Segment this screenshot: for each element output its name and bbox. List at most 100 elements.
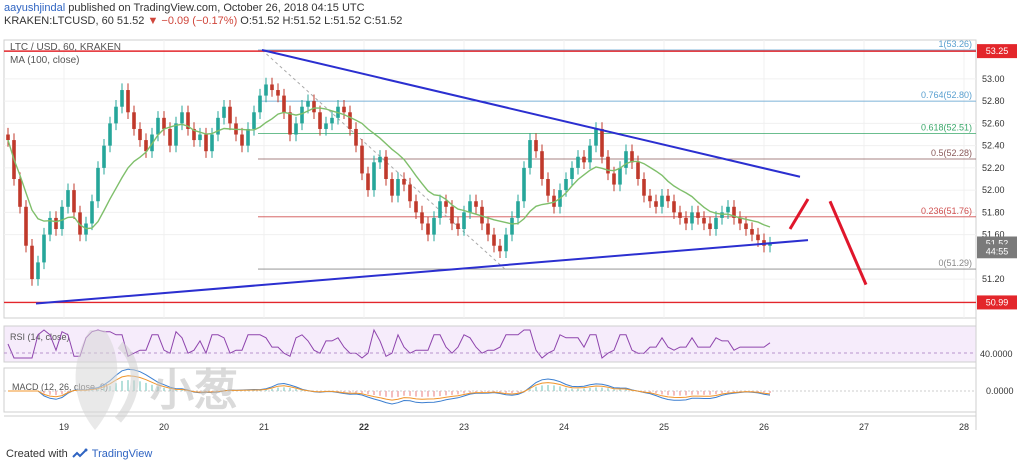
x-tick-label: 22 (359, 422, 369, 432)
candle-body (96, 167, 100, 202)
candle-body (624, 151, 628, 168)
candle-body (54, 217, 58, 230)
watermark-stroke-icon (114, 341, 139, 423)
candle-body (654, 201, 658, 207)
candle-body (36, 262, 40, 280)
fib-level-label: 0(51.29) (938, 258, 972, 268)
y-tick-label: 53.00 (982, 74, 1005, 84)
rsi-label: RSI (14, close) (10, 332, 70, 342)
x-tick-label: 28 (959, 422, 969, 432)
candle-body (348, 112, 352, 129)
candle-body (378, 156, 382, 163)
candle-body (528, 140, 532, 168)
candle-body (666, 195, 670, 202)
candle-body (90, 201, 94, 224)
moving-average-line (7, 107, 771, 230)
publish-line: aayushjindal published on TradingView.co… (4, 2, 402, 15)
ohlc-values: O:51.52 H:51.52 L:51.52 C:51.52 (237, 15, 403, 27)
candle-body (168, 128, 172, 146)
candle-body (102, 145, 106, 168)
candle-body (192, 128, 196, 141)
candle-body (510, 217, 514, 235)
candle-body (690, 212, 694, 224)
candle-body (708, 223, 712, 230)
x-tick-label: 21 (259, 422, 269, 432)
candle-body (270, 84, 274, 91)
y-tick-label: 52.80 (982, 96, 1005, 106)
candle-body (60, 206, 64, 230)
candle-body (462, 212, 466, 230)
candle-body (720, 212, 724, 218)
y-tick-label: 51.80 (982, 207, 1005, 217)
watermark-text: 小葱 (150, 366, 238, 415)
candle-body (174, 123, 178, 146)
candle-body (330, 117, 334, 124)
watermark: 小葱 (75, 330, 238, 430)
upper-trendline (261, 49, 801, 178)
publish-text: published on TradingView.com, October 26… (65, 2, 365, 14)
candle-body (42, 234, 46, 263)
x-tick-label: 20 (159, 422, 169, 432)
candle-body (678, 212, 682, 218)
candle-body (726, 206, 730, 213)
candle-body (426, 223, 430, 235)
candle-body (396, 179, 400, 196)
author-link[interactable]: aayushjindal (4, 2, 66, 14)
y-tick-label: 52.40 (982, 141, 1005, 151)
candle-body (24, 206, 28, 246)
candle-body (432, 217, 436, 235)
candle-body (474, 201, 478, 207)
candle-body (252, 112, 256, 129)
tradingview-link[interactable]: TradingView (91, 448, 153, 460)
x-tick-label: 27 (859, 422, 869, 432)
candle-body (420, 212, 424, 224)
symbol-text: KRAKEN:LTCUSD, 60 51.52 (4, 15, 148, 27)
candle-body (30, 245, 34, 280)
candle-body (312, 101, 316, 113)
x-tick-label: 26 (759, 422, 769, 432)
candle-body (714, 217, 718, 230)
candle-body (648, 195, 652, 202)
candle-body (210, 134, 214, 152)
macd-pane (3, 367, 977, 413)
macd-label: MACD (12, 26, close, 9) (12, 382, 108, 392)
x-tick-label: 19 (59, 422, 69, 432)
candle-body (486, 223, 490, 235)
candle-body (750, 229, 754, 235)
main-pane (3, 39, 977, 319)
candle-body (516, 201, 520, 218)
y-tick-label: 51.60 (982, 230, 1005, 240)
chart-header: aayushjindal published on TradingView.co… (4, 2, 402, 30)
candle-body (342, 106, 346, 113)
candle-body (78, 212, 82, 235)
candle-body (414, 201, 418, 213)
bearish-arrow (828, 200, 868, 286)
fib-level-label: 0.236(51.76) (921, 206, 972, 216)
candle-body (180, 112, 184, 124)
chart-footer: Created with TradingView (6, 444, 152, 464)
candle-body (258, 95, 262, 113)
candle-body (366, 173, 370, 191)
candle-body (504, 234, 508, 252)
chart-title: LTC / USD, 60, KRAKEN (10, 42, 121, 53)
candle-body (588, 145, 592, 163)
candle-body (534, 140, 538, 152)
candle-body (696, 212, 700, 218)
candle-body (300, 106, 304, 124)
candle-body (72, 190, 76, 213)
candle-body (6, 134, 10, 141)
candle-body (222, 106, 226, 118)
candle-body (276, 90, 280, 96)
price-tag-label: 50.99 (986, 297, 1009, 307)
candle-body (402, 179, 406, 185)
ohlc-line: KRAKEN:LTCUSD, 60 51.52 ▼ −0.09 (−0.17%)… (4, 15, 402, 28)
candle-body (354, 128, 358, 146)
candle-body (744, 223, 748, 230)
candle-body (246, 128, 250, 146)
x-tick-label: 25 (659, 422, 669, 432)
candle-body (324, 123, 328, 129)
price-tag (977, 295, 1017, 310)
candle-body (48, 217, 52, 235)
rsi-tick-label: 40.0000 (980, 349, 1013, 359)
